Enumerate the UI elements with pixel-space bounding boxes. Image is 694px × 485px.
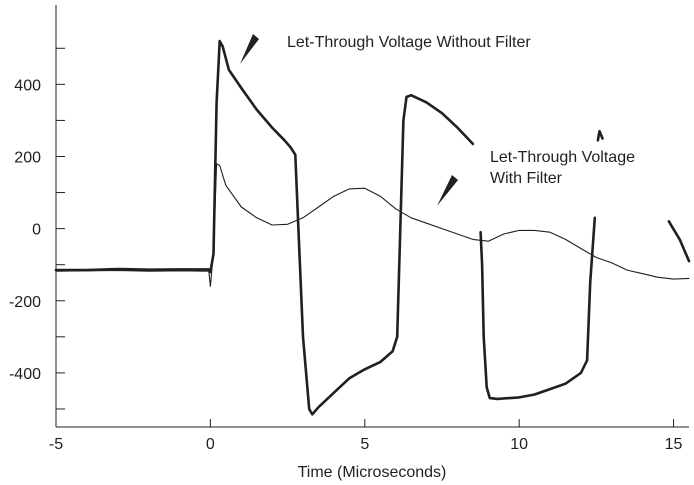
plot-area bbox=[54, 39, 691, 416]
x-tick-label: 10 bbox=[510, 436, 528, 453]
y-tick-label: -200 bbox=[9, 294, 41, 311]
annotation-with-filter-line2: With Filter bbox=[490, 170, 563, 187]
series-line-without-filter bbox=[479, 216, 597, 401]
y-tick-label: -400 bbox=[9, 366, 41, 383]
series-line-with-filter bbox=[55, 163, 690, 287]
y-tick-label: 400 bbox=[14, 77, 41, 94]
annotations: Let-Through Voltage Without Filter Let-Th… bbox=[240, 34, 635, 206]
x-tick-label: 0 bbox=[206, 436, 215, 453]
series-line-without-filter bbox=[667, 220, 691, 263]
y-tick-label: 200 bbox=[14, 149, 41, 166]
x-axis-ticks: -5 0 5 10 15 bbox=[49, 419, 683, 453]
x-tick-label: 15 bbox=[665, 436, 683, 453]
x-axis-title: Time (Microseconds) bbox=[298, 464, 447, 481]
series-line-without-filter bbox=[596, 129, 604, 142]
annotation-pointer bbox=[437, 175, 458, 206]
x-tick-label: -5 bbox=[49, 436, 63, 453]
annotation-without-filter: Let-Through Voltage Without Filter bbox=[287, 34, 531, 51]
series-line-without-filter bbox=[54, 39, 475, 416]
annotation-pointer bbox=[240, 34, 259, 64]
annotation-with-filter-line1: Let-Through Voltage bbox=[490, 149, 635, 166]
y-axis-ticks: 400 200 0 -200 -400 bbox=[9, 47, 65, 410]
y-tick-label: 0 bbox=[32, 222, 41, 239]
x-tick-label: 5 bbox=[360, 436, 369, 453]
